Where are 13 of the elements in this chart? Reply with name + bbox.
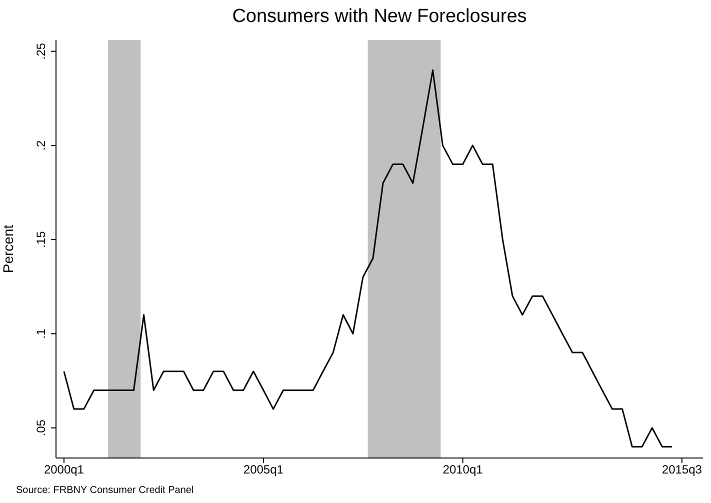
y-axis-title: Percent — [0, 224, 16, 274]
y-tick-label: .2 — [34, 140, 48, 150]
y-tick-label: .05 — [34, 419, 48, 436]
x-tick-label: 2015q3 — [662, 462, 702, 477]
y-tick-label: .25 — [34, 42, 48, 60]
x-tick-label: 2005q1 — [243, 462, 284, 477]
y-tick-label: .15 — [34, 230, 48, 248]
x-tick-label: 2000q1 — [44, 462, 84, 477]
chart-title: Consumers with New Foreclosures — [231, 6, 528, 28]
y-tick-label: .1 — [34, 328, 48, 339]
source-note: Source: FRBNY Consumer Credit Panel — [16, 485, 194, 496]
x-tick-label: 2010q1 — [442, 462, 484, 477]
line-series — [63, 69, 673, 448]
